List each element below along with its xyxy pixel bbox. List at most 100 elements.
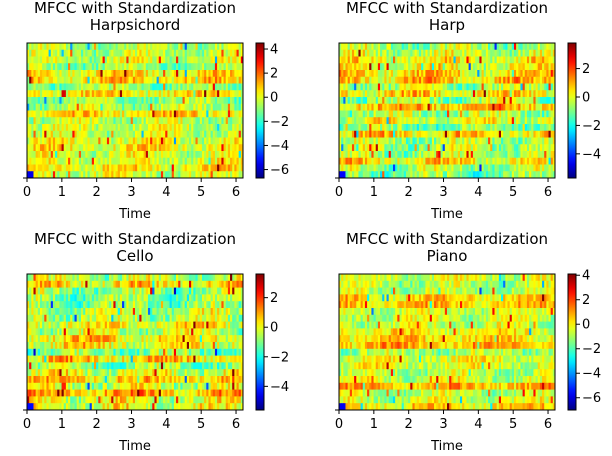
heatmap-cell — [341, 76, 344, 84]
heatmap-cell — [345, 56, 349, 64]
heatmap-cell — [227, 287, 231, 295]
heatmap-cell — [180, 280, 183, 288]
heatmap-cell — [178, 328, 181, 336]
heatmap-cell — [360, 83, 364, 91]
heatmap-cell — [152, 110, 155, 118]
heatmap-cell — [386, 151, 390, 159]
heatmap-cell — [184, 137, 188, 145]
heatmap-cell — [59, 314, 62, 322]
heatmap-cell — [42, 157, 45, 165]
heatmap-cell — [96, 137, 99, 145]
heatmap-cell — [193, 124, 196, 132]
heatmap-cell — [462, 157, 465, 165]
heatmap-cell — [516, 117, 519, 125]
heatmap-cell — [397, 171, 400, 179]
heatmap-cell — [513, 137, 517, 145]
heatmap-cell — [100, 328, 103, 336]
heatmap-cell — [393, 103, 396, 111]
heatmap-cell — [143, 314, 147, 322]
heatmap-cell — [412, 49, 415, 57]
heatmap-cell — [163, 124, 166, 132]
heatmap-cell — [526, 43, 530, 51]
heatmap-cell — [382, 63, 385, 71]
heatmap-cell — [165, 294, 168, 302]
heatmap-cell — [193, 103, 196, 111]
heatmap-cell — [240, 70, 244, 78]
heatmap-cell — [533, 164, 536, 172]
heatmap-cell — [182, 328, 186, 336]
heatmap-cell — [208, 164, 211, 172]
heatmap-cell — [509, 171, 513, 179]
heatmap-cell — [78, 274, 82, 282]
heatmap-cell — [55, 76, 58, 84]
heatmap-cell — [421, 49, 424, 57]
heatmap-cell — [501, 144, 504, 152]
heatmap-cell — [438, 56, 441, 64]
heatmap-cell — [511, 49, 515, 57]
heatmap-cell — [217, 97, 220, 105]
heatmap-cell — [154, 103, 157, 111]
heatmap-cell — [87, 90, 91, 98]
heatmap-cell — [550, 171, 554, 179]
heatmap-cell — [199, 287, 203, 295]
heatmap-cell — [160, 63, 164, 71]
heatmap-cell — [91, 56, 95, 64]
heatmap-cell — [459, 97, 463, 105]
heatmap-cell — [438, 63, 441, 71]
heatmap-cell — [490, 70, 493, 78]
heatmap-cell — [184, 130, 188, 138]
heatmap-cell — [31, 274, 34, 282]
heatmap-cell — [199, 124, 203, 132]
heatmap-cell — [65, 56, 69, 64]
heatmap-cell — [186, 274, 190, 282]
heatmap-cell — [212, 301, 216, 309]
heatmap-cell — [85, 130, 88, 138]
heatmap-cell — [180, 328, 183, 336]
heatmap-cell — [451, 117, 454, 125]
heatmap-cell — [139, 294, 142, 302]
heatmap-cell — [141, 328, 145, 336]
heatmap-cell — [50, 130, 54, 138]
heatmap-cell — [427, 70, 431, 78]
heatmap-cell — [492, 83, 495, 91]
heatmap-cell — [488, 157, 491, 165]
heatmap-cell — [191, 280, 194, 288]
heatmap-cell — [485, 56, 489, 64]
heatmap-cell — [143, 103, 147, 111]
heatmap-cell — [33, 76, 37, 84]
heatmap-cell — [511, 137, 515, 145]
heatmap-cell — [377, 103, 381, 111]
heatmap-cell — [455, 144, 459, 152]
heatmap-cell — [154, 63, 157, 71]
heatmap-cell — [234, 83, 237, 91]
heatmap-cell — [356, 56, 359, 64]
heatmap-cell — [483, 76, 487, 84]
heatmap-cell — [380, 164, 383, 172]
heatmap-cell — [531, 63, 534, 71]
heatmap-cell — [61, 117, 65, 125]
heatmap-cell — [65, 157, 69, 165]
heatmap-cell — [230, 151, 233, 159]
heatmap-cell — [427, 137, 431, 145]
heatmap-cell — [234, 117, 237, 125]
heatmap-cell — [182, 308, 186, 316]
heatmap-cell — [373, 151, 377, 159]
heatmap-cell — [169, 328, 173, 336]
heatmap-cell — [199, 70, 203, 78]
heatmap-cell — [70, 301, 73, 309]
heatmap-cell — [399, 144, 403, 152]
heatmap-cell — [141, 321, 145, 329]
heatmap-cell — [223, 70, 227, 78]
heatmap-cell — [169, 321, 173, 329]
heatmap-cell — [167, 287, 170, 295]
heatmap-cell — [199, 294, 203, 302]
heatmap-cell — [425, 110, 428, 118]
heatmap-cell — [221, 43, 224, 51]
heatmap-cell — [347, 97, 351, 105]
heatmap-cell — [137, 90, 140, 98]
heatmap-cell — [520, 130, 523, 138]
heatmap-cell — [167, 70, 170, 78]
heatmap-cell — [141, 171, 145, 179]
heatmap-cell — [544, 103, 547, 111]
heatmap-cell — [236, 70, 240, 78]
